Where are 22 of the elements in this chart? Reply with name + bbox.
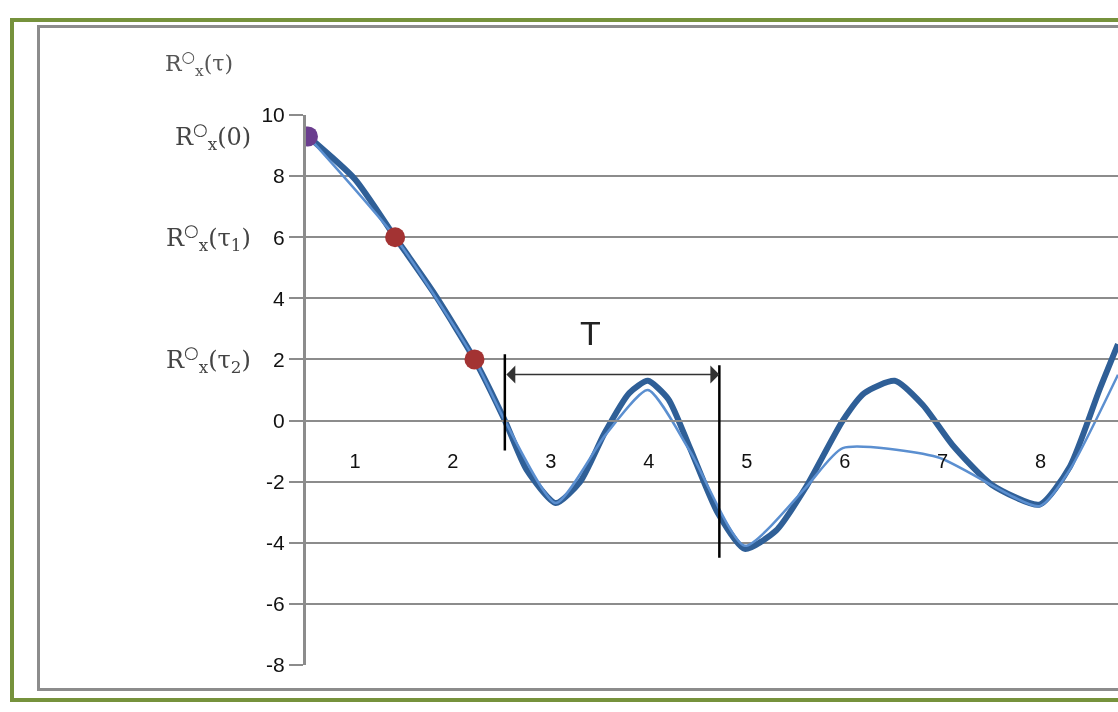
y-tick-label: 8 (273, 164, 285, 188)
y-tick-label: 0 (273, 408, 285, 432)
text: R$^{○}$$_{x}$(τ$_{1}$) (166, 220, 251, 256)
y-tick-label: 4 (273, 286, 286, 310)
x-tick-label: 1 (349, 449, 361, 472)
x-tick-label: 3 (545, 449, 557, 472)
text: R$^{○}$$_{x}$(τ$_{2}$) (166, 342, 251, 378)
text: R$^{○}$$_{x}$(0) (175, 119, 252, 155)
x-tick-label: 2 (447, 449, 459, 472)
annotation: T (580, 314, 601, 352)
y-tick-label: -6 (266, 592, 285, 616)
y-tick-label: -8 (266, 653, 285, 677)
x-tick-label: 5 (741, 449, 753, 472)
x-tick-label: 4 (643, 449, 655, 472)
x-tick-label: 8 (1035, 449, 1047, 472)
y-axis-title: R$^{○}$$_{x}$(τ) (165, 48, 234, 80)
y-tick-label: -2 (266, 470, 285, 494)
y-tick-label: 2 (273, 347, 285, 371)
x-tick-label: 6 (839, 449, 851, 472)
y-tick-label: 10 (261, 103, 285, 127)
y-tick-label: -4 (266, 531, 286, 555)
y-tick-label: 6 (273, 225, 285, 249)
